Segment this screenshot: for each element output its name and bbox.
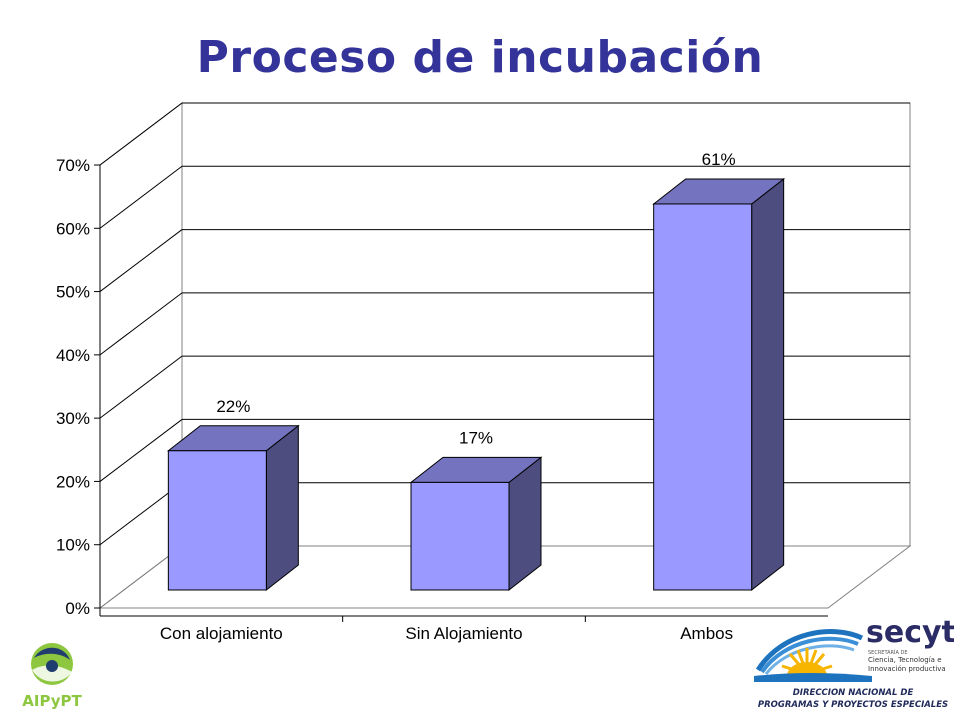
chart-data-labels: 22% 17% 61% [216, 150, 735, 447]
secyt-tagline-2: Innovación productiva [868, 665, 946, 673]
secyt-caption-1: DIRECCION NACIONAL DE [793, 688, 914, 698]
data-label: 22% [216, 397, 250, 416]
chart-floor [98, 545, 912, 609]
y-tick-label: 40% [56, 346, 90, 365]
bar-side [751, 177, 785, 592]
gridline-diagonal [99, 419, 183, 482]
aipypt-logo: AIPyPT [22, 643, 82, 710]
y-tick-label: 50% [56, 283, 90, 302]
aipypt-logo-text: AIPyPT [22, 692, 82, 710]
gridline-diagonal [99, 292, 183, 356]
secyt-logo: secyt SECRETARÍA DE Ciencia, Tecnología … [754, 615, 954, 710]
data-label: 61% [702, 150, 736, 169]
y-tick-label: 10% [56, 536, 90, 555]
x-category-label: Sin Alojamiento [405, 624, 522, 643]
y-tick-label: 0% [65, 599, 90, 618]
y-tick-label: 60% [56, 219, 90, 238]
data-label: 17% [459, 428, 493, 447]
slide-title: Proceso de incubación [196, 32, 764, 83]
gridline-diagonal [99, 229, 183, 292]
y-tick-label: 20% [56, 472, 90, 491]
bar-con-alojamiento [166, 424, 300, 592]
bar-side [265, 424, 299, 592]
y-tick-label: 70% [56, 156, 90, 175]
x-category-label: Con alojamiento [160, 624, 283, 643]
y-tick-label: 30% [56, 409, 90, 428]
chart-bars [166, 177, 786, 592]
x-axis: Con alojamiento Sin Alojamiento Ambos [99, 608, 828, 643]
bar-sin-alojamiento [409, 456, 543, 592]
gridline-diagonal [99, 102, 183, 166]
gridline-diagonal [99, 165, 183, 229]
bar-ambos [652, 177, 786, 592]
secyt-name: secyt [866, 615, 954, 650]
gridline-diagonal [99, 355, 183, 419]
bar-front [410, 481, 510, 591]
secyt-tagline-small: SECRETARÍA DE [868, 649, 908, 656]
x-category-label: Ambos [680, 624, 733, 643]
secyt-tagline-1: Ciencia, Tecnología e [868, 656, 942, 664]
y-axis: 0% 10% 20% 30% 40% 50% 60% 70% [56, 156, 101, 618]
bar-front [167, 450, 267, 591]
secyt-caption-2: PROGRAMAS Y PROYECTOS ESPECIALES [758, 700, 948, 710]
bar-front [653, 203, 753, 591]
